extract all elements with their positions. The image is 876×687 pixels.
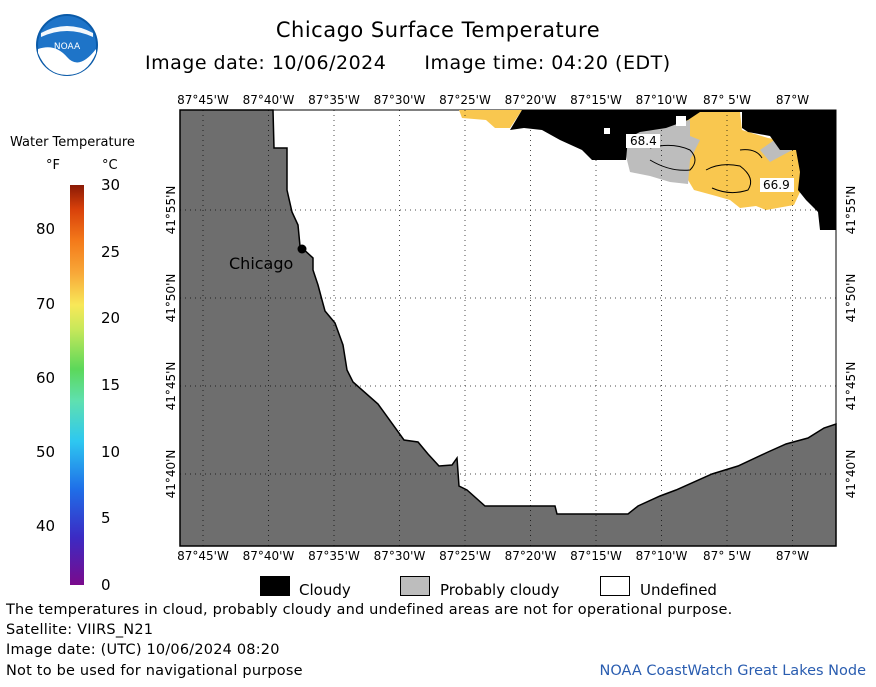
lon-label: 87°30'W [374, 93, 426, 107]
key-label-cloudy: Cloudy [299, 581, 351, 599]
colorbar-tick-f: 40 [36, 516, 56, 535]
small-gap [676, 116, 686, 126]
key-swatch-undefined [600, 576, 630, 596]
city-label: Chicago [229, 254, 293, 273]
cloudy-area [510, 110, 836, 230]
lon-label: 87°40'W [243, 93, 295, 107]
colorbar-tick-f: 50 [36, 442, 56, 461]
lon-label: 87°10'W [636, 93, 688, 107]
lat-label: 41°55'N [844, 186, 858, 235]
colorbar-tick-c: 25 [101, 242, 121, 261]
image-date-local: Image date: 10/06/2024 [145, 52, 387, 74]
lon-label: 87°25'W [439, 93, 491, 107]
colorbar-tick-f: 70 [36, 294, 56, 313]
lat-labels-right: 41°55'N 41°50'N 41°45'N 41°40'N [844, 186, 858, 499]
lon-label: 87° 5'W [703, 93, 751, 107]
contour-line [739, 149, 763, 159]
key-label-undefined: Undefined [640, 581, 717, 599]
lat-label: 41°45'N [844, 362, 858, 411]
lon-label: 87° 5'W [703, 549, 751, 563]
chicago-marker [297, 244, 307, 254]
warm-water-area [459, 110, 522, 128]
lat-label: 41°50'N [164, 274, 178, 323]
noaa-logo: NOAA [36, 14, 98, 76]
footer-navigation-warning: Not to be used for navigational purpose [6, 663, 303, 679]
lon-labels-top: 87°45'W 87°40'W 87°35'W 87°30'W 87°25'W 87°20… [177, 93, 809, 107]
image-time-local: Image time: 04:20 (EDT) [424, 52, 671, 74]
lon-label: 87°40'W [243, 549, 295, 563]
lat-label: 41°50'N [844, 274, 858, 323]
lon-label: 87°45'W [177, 549, 229, 563]
lon-label: 87°15'W [570, 93, 622, 107]
contour-label-box [626, 134, 660, 148]
image-datetime: Image date: 10/06/2024 Image time: 04:20 … [145, 52, 709, 74]
lon-label: 87°10'W [636, 549, 688, 563]
lat-label: 41°40'N [164, 450, 178, 499]
lon-label: 87°20'W [505, 549, 557, 563]
colorbar-tick-c: 0 [101, 576, 111, 594]
contour-label-box [760, 178, 794, 192]
lon-label: 87°25'W [439, 549, 491, 563]
lon-label: 87°W [776, 93, 809, 107]
colorbar-tick-f: 60 [36, 368, 56, 387]
colorbar-tick-c: 15 [101, 376, 121, 394]
colorbar-tick-c: 30 [101, 176, 121, 194]
footer-credit: NOAA CoastWatch Great Lakes Node [599, 663, 866, 679]
contour-label-66-9: 66.9 [763, 178, 790, 192]
legend-unit-c: °C [102, 158, 118, 173]
contour-line [649, 144, 696, 171]
lon-label: 87°35'W [308, 93, 360, 107]
legend-unit-f: °F [46, 158, 60, 173]
lat-label: 41°45'N [164, 362, 178, 411]
page-title: Chicago Surface Temperature [275, 18, 601, 42]
colorbar-tick-f: 80 [36, 220, 56, 239]
contour-line [705, 164, 752, 194]
colorbar-tick-c: 20 [101, 309, 121, 328]
lon-label: 87°15'W [570, 549, 622, 563]
colorbar-tick-c: 5 [101, 509, 111, 528]
lat-label: 41°40'N [844, 450, 858, 499]
lat-labels-left: 41°55'N 41°50'N 41°45'N 41°40'N [164, 186, 178, 499]
logo-text: NOAA [54, 42, 81, 52]
lon-label: 87°45'W [177, 93, 229, 107]
temperature-colorbar [70, 185, 84, 585]
key-label-probably-cloudy: Probably cloudy [440, 581, 560, 599]
footer-disclaimer: The temperatures in cloud, probably clou… [6, 602, 733, 618]
footer-satellite: Satellite: VIIRS_N21 [6, 622, 154, 638]
key-swatch-cloudy [260, 576, 290, 596]
lon-label: 87°W [776, 549, 809, 563]
footer-utc-date: Image date: (UTC) 10/06/2024 08:20 [6, 642, 280, 658]
contour-label-68-4: 68.4 [630, 134, 657, 148]
key-swatch-probably-cloudy [400, 576, 430, 596]
lon-label: 87°30'W [374, 549, 426, 563]
lat-label: 41°55'N [164, 186, 178, 235]
lon-labels-bottom: 87°45'W 87°40'W 87°35'W 87°30'W 87°25'W 87°20… [177, 549, 809, 563]
legend-title: Water Temperature [10, 135, 135, 150]
colorbar-tick-c: 10 [101, 442, 121, 461]
small-gap [604, 128, 610, 134]
lon-label: 87°35'W [308, 549, 360, 563]
lon-label: 87°20'W [505, 93, 557, 107]
